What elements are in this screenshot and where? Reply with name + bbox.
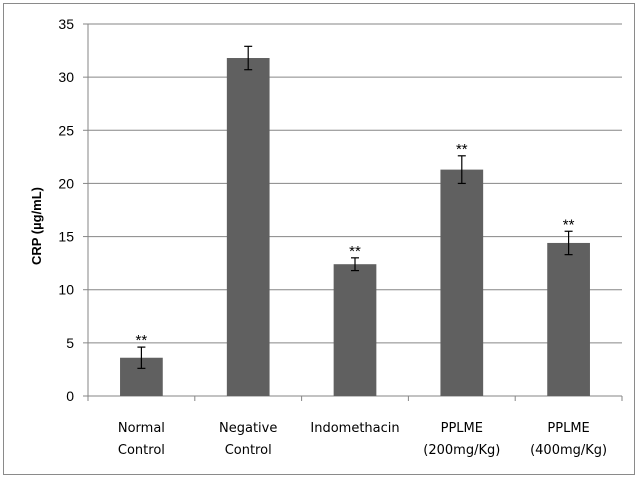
category-label: Normal: [118, 421, 165, 436]
labels: 0 5 10 15 20 25 30 35 ** Normal Control Negative Con…: [58, 16, 607, 458]
bar: [547, 242, 590, 396]
category-label: Negative: [219, 421, 277, 436]
category-label: PPLME: [547, 421, 589, 436]
significance-label: **: [349, 243, 361, 260]
gridlines: [88, 23, 622, 344]
y-tick-label: 15: [58, 229, 74, 245]
y-axis-label: CRP (µg/mL): [29, 187, 44, 265]
significance-label: **: [456, 141, 468, 158]
y-tick-label: 10: [58, 282, 74, 298]
chart-frame: 0 5 10 15 20 25 30 35 ** Normal Control Negative Con…: [3, 3, 635, 475]
bars: [120, 45, 590, 397]
category-label: Control: [118, 443, 165, 458]
significance-label: **: [136, 332, 148, 349]
y-tick-label: 30: [58, 69, 74, 85]
category-label: Indomethacin: [310, 421, 399, 436]
y-tick-label: 0: [66, 388, 74, 404]
category-label: PPLME: [441, 421, 483, 436]
bar: [333, 264, 377, 396]
y-tick-label: 20: [58, 175, 74, 191]
bar: [440, 169, 484, 396]
y-tick-label: 5: [66, 335, 74, 351]
y-tick-label: 35: [58, 16, 74, 32]
category-label: (200mg/Kg): [423, 443, 500, 458]
significance-label: **: [563, 216, 575, 233]
bar-chart: 0 5 10 15 20 25 30 35 ** Normal Control Negative Con…: [29, 16, 623, 458]
category-label: Control: [225, 443, 272, 458]
category-label: (400mg/Kg): [530, 443, 607, 458]
y-tick-label: 25: [58, 122, 74, 138]
bar: [226, 58, 270, 397]
